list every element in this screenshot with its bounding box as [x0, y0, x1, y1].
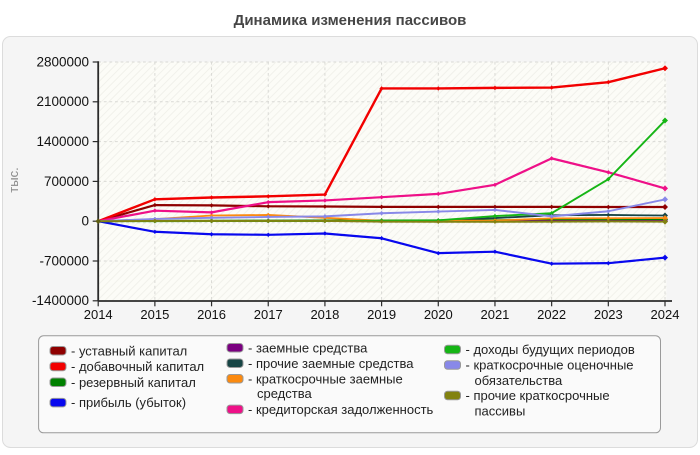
svg-text:-700000: -700000: [39, 253, 89, 268]
svg-text:- уставный капитал: - уставный капитал: [71, 343, 187, 358]
svg-text:2020: 2020: [424, 307, 453, 322]
svg-text:2100000: 2100000: [36, 94, 89, 109]
svg-text:2015: 2015: [140, 307, 169, 322]
svg-text:2023: 2023: [594, 307, 623, 322]
svg-text:2014: 2014: [84, 307, 113, 322]
svg-text:1400000: 1400000: [36, 134, 89, 149]
svg-text:2017: 2017: [254, 307, 283, 322]
svg-text:2024: 2024: [651, 307, 680, 322]
svg-text:700000: 700000: [44, 174, 89, 189]
svg-text:2021: 2021: [480, 307, 509, 322]
svg-text:- доходы будущих периодов: - доходы будущих периодов: [466, 342, 635, 357]
svg-text:- добавочный капитал: - добавочный капитал: [71, 359, 204, 374]
svg-text:- прибыль (убыток): - прибыль (убыток): [71, 395, 186, 410]
svg-text:2018: 2018: [310, 307, 339, 322]
svg-text:тыс.: тыс.: [6, 167, 21, 192]
svg-text:Динамика изменения пассивов: Динамика изменения пассивов: [234, 12, 467, 29]
svg-text:2019: 2019: [367, 307, 396, 322]
svg-text:- заемные средства: - заемные средства: [248, 340, 368, 355]
svg-text:2800000: 2800000: [36, 54, 89, 69]
svg-text:пассивы: пассивы: [475, 404, 526, 419]
svg-text:средства: средства: [257, 386, 312, 401]
svg-text:- краткосрочные оценочные: - краткосрочные оценочные: [466, 358, 634, 373]
svg-text:- прочие заемные средства: - прочие заемные средства: [248, 356, 414, 371]
svg-text:обязательства: обязательства: [475, 373, 564, 388]
svg-text:-1400000: -1400000: [32, 293, 89, 308]
svg-text:- резервный капитал: - резервный капитал: [71, 375, 196, 390]
svg-text:2022: 2022: [537, 307, 566, 322]
svg-text:0: 0: [81, 214, 89, 229]
svg-text:- краткосрочные заемные: - краткосрочные заемные: [248, 371, 403, 386]
svg-text:- кредиторская задолженность: - кредиторская задолженность: [248, 402, 434, 417]
svg-text:2016: 2016: [197, 307, 226, 322]
svg-text:- прочие краткосрочные: - прочие краткосрочные: [466, 388, 610, 403]
